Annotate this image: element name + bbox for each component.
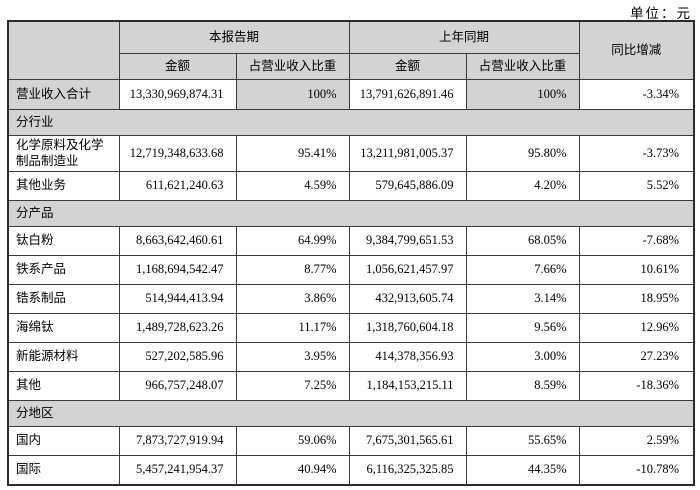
section-row: 分产品 bbox=[7, 200, 695, 228]
current-amount-cell: 13,330,969,874.31 bbox=[118, 79, 237, 110]
current-amount-cell: 12,719,348,633.68 bbox=[118, 134, 237, 173]
table-row: 锆系制品 514,944,413.94 3.86% 432,913,605.74 3.1… bbox=[7, 284, 695, 315]
prior-share-cell: 68.05% bbox=[465, 226, 580, 257]
current-amount-cell: 514,944,413.94 bbox=[118, 284, 237, 315]
prior-amount-cell: 1,056,621,457.97 bbox=[348, 255, 467, 286]
prior-period-header: 上年同期 bbox=[348, 20, 580, 54]
yoy-change-cell: 2.59% bbox=[578, 426, 695, 457]
current-amount-header: 金额 bbox=[118, 53, 237, 80]
table-row: 其他业务 611,621,240.63 4.59% 579,645,886.09 4.2… bbox=[7, 171, 695, 202]
current-share-cell: 4.59% bbox=[235, 171, 350, 202]
yoy-change-cell: 27.23% bbox=[578, 342, 695, 373]
yoy-change-cell: -10.78% bbox=[578, 455, 695, 486]
prior-amount-cell: 13,211,981,005.37 bbox=[348, 134, 467, 173]
header-row-periods: 本报告期 上年同期 同比增减 bbox=[7, 20, 695, 80]
current-share-cell: 59.06% bbox=[235, 426, 350, 457]
current-amount-cell: 5,457,241,954.37 bbox=[118, 455, 237, 486]
section-label: 分产品 bbox=[7, 200, 695, 228]
current-amount-cell: 7,873,727,919.94 bbox=[118, 426, 237, 457]
row-label-cell: 国内 bbox=[7, 426, 120, 457]
row-label-cell: 钛白粉 bbox=[7, 226, 120, 257]
current-period-header: 本报告期 bbox=[118, 20, 350, 54]
current-amount-cell: 1,168,694,542.47 bbox=[118, 255, 237, 286]
current-amount-cell: 611,621,240.63 bbox=[118, 171, 237, 202]
prior-share-cell: 100% bbox=[465, 79, 580, 110]
row-label-cell: 新能源材料 bbox=[7, 342, 120, 373]
table-row: 化学原料及化学制品制造业 12,719,348,633.68 95.41% 13,21… bbox=[7, 134, 695, 173]
prior-share-cell: 7.66% bbox=[465, 255, 580, 286]
prior-amount-cell: 6,116,325,325.85 bbox=[348, 455, 467, 486]
current-share-cell: 3.86% bbox=[235, 284, 350, 315]
yoy-change-cell: 18.95% bbox=[578, 284, 695, 315]
table-row: 海绵钛 1,489,728,623.26 11.17% 1,318,760,604.1… bbox=[7, 313, 695, 344]
prior-share-cell: 4.20% bbox=[465, 171, 580, 202]
yoy-change-cell: 5.52% bbox=[578, 171, 695, 202]
current-share-cell: 100% bbox=[235, 79, 350, 110]
table-row: 其他 966,757,248.07 7.25% 1,184,153,215.11 8.5… bbox=[7, 371, 695, 402]
prior-share-cell: 3.00% bbox=[465, 342, 580, 373]
row-label-cell: 锆系制品 bbox=[7, 284, 120, 315]
yoy-change-cell: -18.36% bbox=[578, 371, 695, 402]
yoy-change-cell: -3.34% bbox=[578, 79, 695, 110]
unit-label: 单位：元 bbox=[630, 6, 692, 21]
prior-amount-cell: 1,318,760,604.18 bbox=[348, 313, 467, 344]
table-row: 国际 5,457,241,954.37 40.94% 6,116,325,325.85… bbox=[7, 455, 695, 486]
row-label-cell: 营业收入合计 bbox=[7, 79, 120, 110]
header-row-measures: 金额 占营业收入比重 金额 占营业收入比重 bbox=[8, 53, 694, 80]
table-body: 营业收入合计 13,330,969,874.31 100% 13,791,626,89… bbox=[7, 79, 695, 486]
prior-share-cell: 3.14% bbox=[465, 284, 580, 315]
current-amount-cell: 8,663,642,460.61 bbox=[118, 226, 237, 257]
prior-amount-cell: 13,791,626,891.46 bbox=[348, 79, 467, 110]
current-amount-cell: 966,757,248.07 bbox=[118, 371, 237, 402]
prior-amount-cell: 414,378,356.93 bbox=[348, 342, 467, 373]
row-label-cell: 其他 bbox=[7, 371, 120, 402]
current-amount-cell: 527,202,585.96 bbox=[118, 342, 237, 373]
current-share-header: 占营业收入比重 bbox=[235, 53, 350, 80]
current-share-cell: 40.94% bbox=[235, 455, 350, 486]
prior-share-cell: 44.35% bbox=[465, 455, 580, 486]
row-label-cell: 化学原料及化学制品制造业 bbox=[7, 134, 120, 173]
table-header: 本报告期 上年同期 同比增减 金额 占营业收入比重 金额 占营业收入比重 bbox=[7, 20, 695, 80]
prior-share-cell: 8.59% bbox=[465, 371, 580, 402]
row-label-cell: 国际 bbox=[7, 455, 120, 486]
current-share-cell: 3.95% bbox=[235, 342, 350, 373]
table-row: 新能源材料 527,202,585.96 3.95% 414,378,356.93 3.… bbox=[7, 342, 695, 373]
current-share-cell: 64.99% bbox=[235, 226, 350, 257]
current-share-cell: 11.17% bbox=[235, 313, 350, 344]
table-row: 营业收入合计 13,330,969,874.31 100% 13,791,626,89… bbox=[7, 79, 695, 110]
prior-share-cell: 95.80% bbox=[465, 134, 580, 173]
revenue-breakdown-table: 本报告期 上年同期 同比增减 金额 占营业收入比重 金额 占营业收入比重 营业收… bbox=[7, 20, 696, 486]
row-label-cell: 铁系产品 bbox=[7, 255, 120, 286]
row-label-cell: 海绵钛 bbox=[7, 313, 120, 344]
yoy-change-cell: 12.96% bbox=[578, 313, 695, 344]
yoy-change-cell: -3.73% bbox=[578, 134, 695, 173]
yoy-change-header: 同比增减 bbox=[578, 20, 695, 80]
table-row: 钛白粉 8,663,642,460.61 64.99% 9,384,799,651.5… bbox=[7, 226, 695, 257]
table-row: 铁系产品 1,168,694,542.47 8.77% 1,056,621,457.9… bbox=[7, 255, 695, 286]
yoy-change-cell: 10.61% bbox=[578, 255, 695, 286]
current-share-cell: 95.41% bbox=[235, 134, 350, 173]
corner-empty-cell bbox=[7, 20, 120, 80]
prior-amount-cell: 9,384,799,651.53 bbox=[348, 226, 467, 257]
yoy-change-cell: -7.68% bbox=[578, 226, 695, 257]
section-row: 分行业 bbox=[7, 109, 695, 136]
prior-share-cell: 55.65% bbox=[465, 426, 580, 457]
current-share-cell: 8.77% bbox=[235, 255, 350, 286]
prior-amount-cell: 7,675,301,565.61 bbox=[348, 426, 467, 457]
section-row: 分地区 bbox=[7, 400, 695, 428]
section-label: 分地区 bbox=[7, 400, 695, 428]
current-amount-cell: 1,489,728,623.26 bbox=[118, 313, 237, 344]
table-row: 国内 7,873,727,919.94 59.06% 7,675,301,565.61… bbox=[7, 426, 695, 457]
prior-amount-cell: 432,913,605.74 bbox=[348, 284, 467, 315]
prior-amount-header: 金额 bbox=[348, 53, 467, 80]
prior-share-header: 占营业收入比重 bbox=[465, 53, 580, 80]
prior-amount-cell: 1,184,153,215.11 bbox=[348, 371, 467, 402]
section-label: 分行业 bbox=[7, 109, 695, 136]
row-label-cell: 其他业务 bbox=[7, 171, 120, 202]
current-share-cell: 7.25% bbox=[235, 371, 350, 402]
prior-share-cell: 9.56% bbox=[465, 313, 580, 344]
prior-amount-cell: 579,645,886.09 bbox=[348, 171, 467, 202]
